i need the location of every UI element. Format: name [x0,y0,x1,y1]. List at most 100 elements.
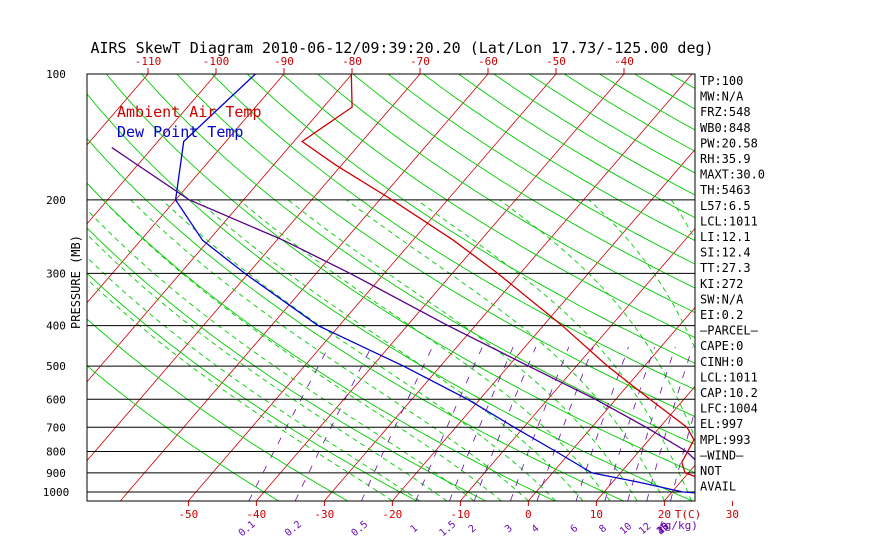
y-axis-label: PRESSURE (MB) [69,235,83,329]
isotherm-line [596,385,695,501]
bottom-temp-tick-label: -20 [382,508,402,521]
legend-item-dewpoint: Dew Point Temp [117,123,243,141]
top-temp-tick-label: -90 [274,55,294,68]
temperature-line [300,74,695,478]
isotherm-line [324,74,693,501]
dry-adiabat-line [141,74,695,445]
bottom-temp-unit-label: T(C) [675,508,702,521]
mixing-ratio-line [627,346,676,501]
moist-adiabat-line [287,199,638,501]
mixing-ratio-line [294,346,372,501]
bottom-temp-tick-label: 0 [525,508,532,521]
stats-item: SI:12.4 [700,246,751,260]
moist-adiabat-line [499,199,695,439]
dry-adiabat-line [211,74,695,391]
dry-adiabat-line [246,74,695,364]
mixing-ratio-line [575,346,629,501]
dry-adiabat-line [87,137,624,501]
stats-item: EI:0.2 [700,308,743,322]
bottom-temp-tick-label: 10 [590,508,603,521]
stats-item: LFC:1004 [700,402,758,416]
pressure-tick-label: 900 [46,467,66,480]
stats-item: TH:5463 [700,183,751,197]
stats-item: CINH:0 [700,355,743,369]
dry-adiabat-line [387,74,695,265]
bottom-temp-tick-label: -40 [246,508,266,521]
dry-adiabat-line [87,318,348,501]
mixing-ratio-tick-label: 3 [503,523,515,535]
moist-adiabat-line [161,199,556,501]
moist-adiabat-line [238,199,611,501]
mixing-ratio-tick-label: 8 [597,523,609,535]
legend: Ambient Air Temp Dew Point Temp [117,103,262,141]
mixing-ratio-unit-label: (g/kg) [658,519,698,532]
pressure-tick-label: 700 [46,421,66,434]
pressure-tick-label: 400 [46,320,66,333]
mixing-ratio-line [415,346,483,501]
sounding-series [111,74,695,494]
moist-adiabat-line [346,199,665,501]
moist-adiabat-line [87,256,420,501]
stats-item: CAPE:0 [700,339,743,353]
isotherm-line [87,74,285,304]
top-temp-tick-label: -100 [203,55,230,68]
moist-adiabat-line [87,278,393,501]
dry-adiabat-line [352,74,695,289]
stats-item: MPL:993 [700,433,751,447]
dry-adiabat-line [87,365,279,501]
dry-adiabat-line [87,272,417,501]
mixing-ratio-line [473,346,537,501]
isotherm-line [87,74,421,462]
legend-item-temperature: Ambient Air Temp [117,103,262,121]
stats-item: LCL:1011 [700,370,758,384]
pressure-tick-label: 100 [46,68,66,81]
isotherm-line [87,74,353,383]
stats-item: NOT [700,464,722,478]
mixing-ratio-line [646,346,693,501]
top-temp-tick-label: -70 [410,55,430,68]
bottom-temp-tick-label: 30 [726,508,739,521]
stats-item: L57:6.5 [700,199,751,213]
dry-adiabat-line [105,74,695,474]
moist-adiabat-line [130,199,529,501]
pressure-tick-label: 200 [46,194,66,207]
dewpoint-line [174,74,695,494]
mixing-ratio-line [670,409,695,501]
top-temp-tick-label: -80 [342,55,362,68]
bottom-temp-tick-label: 20 [658,508,671,521]
mixing-ratio-line [604,346,655,501]
stats-item: EL:997 [700,417,743,431]
stats-item: PW:20.58 [700,136,758,150]
mixing-ratio-line [361,346,433,501]
mixing-ratio-line [248,346,329,501]
parcel-line [111,147,695,461]
moist-adiabat-line [588,199,695,350]
bottom-temp-tick-label: -50 [178,508,198,521]
pressure-tick-label: 600 [46,393,66,406]
dry-adiabat-line [87,93,693,501]
chart-title: AIRS SkewT Diagram 2010-06-12/09:39:20.2… [90,39,713,57]
mixing-ratio-line [510,346,570,501]
bottom-temp-tick-label: -10 [450,508,470,521]
pressure-tick-label: 1000 [43,486,70,499]
stats-item: LI:12.1 [700,230,751,244]
stats-item: —PARCEL— [700,324,759,338]
top-temp-tick-label: -60 [478,55,498,68]
stats-item: TT:27.3 [700,261,751,275]
pressure-tick-label: 800 [46,445,66,458]
top-temp-tick-label: -50 [546,55,566,68]
dry-adiabat-line [87,182,555,501]
stats-item: WB0:848 [700,121,751,135]
mixing-ratio-tick-label: 6 [569,523,581,535]
stats-item: RH:35.9 [700,152,751,166]
stats-item: AVAIL [700,480,736,494]
moist-adiabat-line [102,199,502,501]
plot-frame [86,73,696,502]
pressure-tick-label: 500 [46,360,66,373]
mixing-ratio-tick-label: 2 [467,523,479,535]
stats-item: MAXT:30.0 [700,168,765,182]
stats-item: SW:N/A [700,292,744,306]
stats-item: KI:272 [700,277,743,291]
